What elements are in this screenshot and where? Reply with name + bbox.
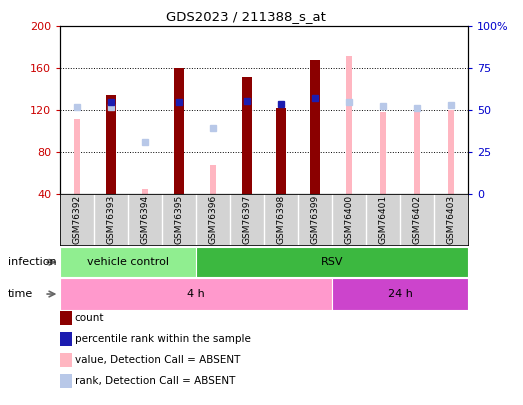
Text: RSV: RSV (321, 257, 344, 267)
Text: 4 h: 4 h (187, 289, 205, 299)
Text: vehicle control: vehicle control (87, 257, 169, 267)
Text: GSM76403: GSM76403 (447, 195, 456, 244)
Bar (346, 56, 352, 194)
Text: GSM76402: GSM76402 (413, 195, 422, 244)
Text: GSM76396: GSM76396 (209, 195, 218, 244)
Bar (60, 247, 196, 277)
Bar (196, 247, 468, 277)
Text: infection: infection (8, 257, 56, 267)
Bar (310, 60, 320, 194)
Bar (60, 278, 332, 310)
Bar (414, 111, 420, 194)
Text: count: count (75, 313, 104, 323)
Text: GSM76397: GSM76397 (243, 195, 252, 244)
Bar (448, 111, 454, 194)
Bar (106, 95, 116, 194)
Text: GSM76395: GSM76395 (175, 195, 184, 244)
Text: GSM76393: GSM76393 (107, 195, 116, 244)
Text: GSM76401: GSM76401 (379, 195, 388, 244)
Text: GSM76400: GSM76400 (345, 195, 354, 244)
Bar (276, 108, 286, 194)
Text: value, Detection Call = ABSENT: value, Detection Call = ABSENT (75, 355, 240, 365)
Text: GSM76394: GSM76394 (141, 195, 150, 244)
Text: GDS2023 / 211388_s_at: GDS2023 / 211388_s_at (166, 10, 326, 23)
Bar (210, 165, 216, 194)
Bar (176, 102, 182, 194)
Bar (242, 77, 252, 194)
Text: rank, Detection Call = ABSENT: rank, Detection Call = ABSENT (75, 376, 235, 386)
Bar (74, 119, 80, 194)
Text: GSM76398: GSM76398 (277, 195, 286, 244)
Bar (142, 189, 148, 194)
Bar (174, 68, 184, 194)
Text: GSM76399: GSM76399 (311, 195, 320, 244)
Text: GSM76392: GSM76392 (73, 195, 82, 244)
Text: 24 h: 24 h (388, 289, 413, 299)
Text: time: time (8, 289, 33, 299)
Bar (332, 278, 468, 310)
Text: percentile rank within the sample: percentile rank within the sample (75, 334, 251, 344)
Bar (380, 113, 386, 194)
